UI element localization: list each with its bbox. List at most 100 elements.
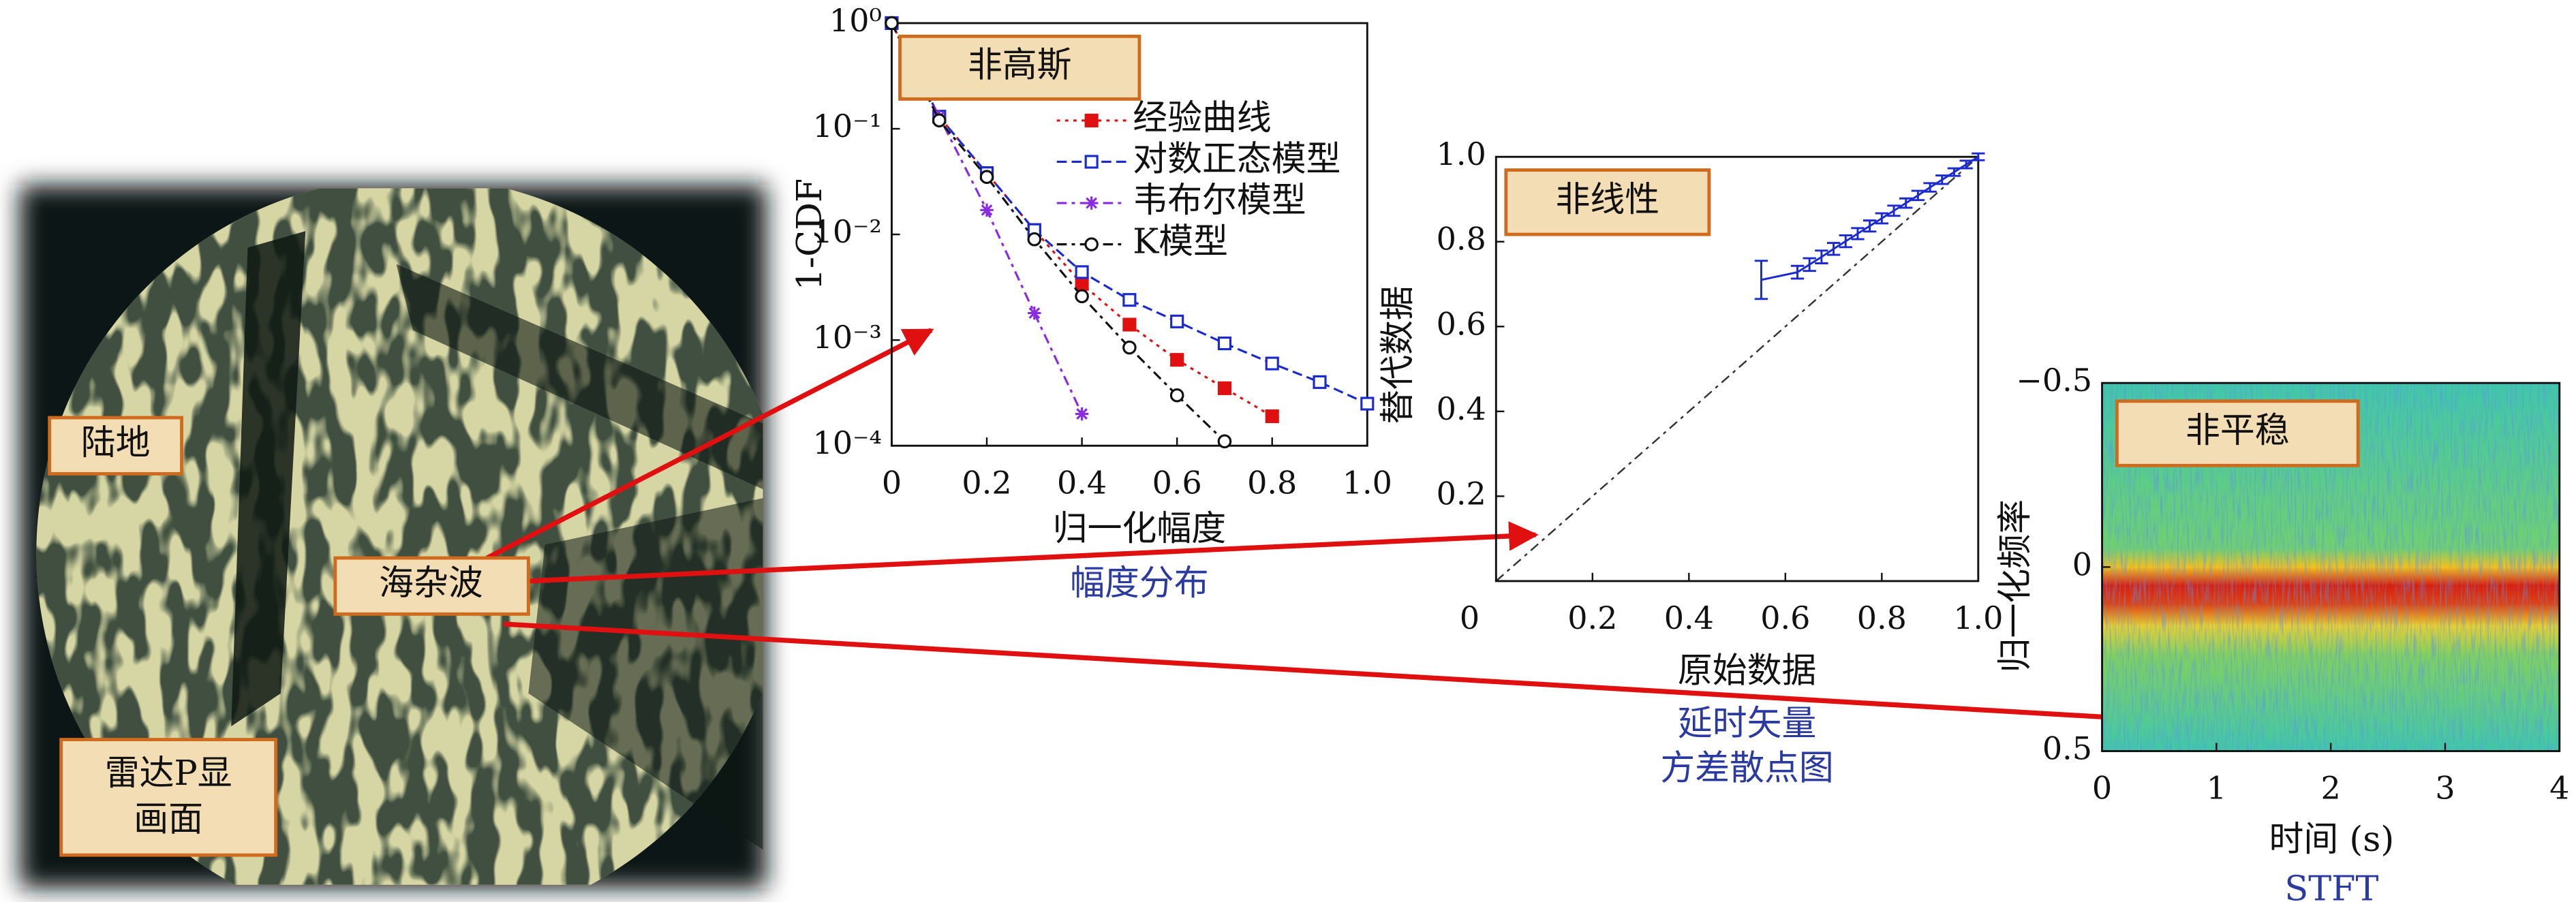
error-bar [1803,257,1816,273]
chart-title: 非线性 [1556,179,1660,219]
x-tick-label: 0.8 [1247,464,1297,501]
x-tick-label: 4 [2549,770,2569,807]
marker [980,203,994,217]
x-tick-label: 0.2 [962,464,1011,501]
legend-label: 经验曲线 [1133,97,1272,138]
x-tick-label: 0.6 [1760,600,1810,636]
marker [1075,277,1089,291]
y-tick-label: 0.4 [1437,390,1486,427]
x-tick-label: 0 [2092,770,2112,807]
y-tick-label: 10⁻⁴ [813,424,882,461]
y-tick-label: 0.2 [1437,475,1486,512]
marker [1122,340,1137,355]
legend-marker [1084,113,1099,127]
marker [885,16,899,31]
marker [1028,306,1041,320]
error-bar [1839,234,1852,249]
y-tick-label: 0.8 [1437,221,1486,258]
marker [1075,265,1089,279]
x-tick-label: 0.4 [1664,600,1714,636]
caption: 方差散点图 [1660,748,1833,788]
error-bar [1959,159,1973,170]
marker [1075,289,1089,304]
y-tick-label: −0.5 [2016,362,2092,399]
error-bar [1899,197,1913,209]
x-tick-label: 0.6 [1152,464,1202,501]
series-line [891,22,1226,442]
chart-title: 非平稳 [2186,410,2290,450]
radar-labels: 陆地 海杂波 雷达P显 画面 [48,416,530,857]
error-bar [1935,174,1949,185]
y-tick-label: 0 [2072,546,2092,582]
error-bar [1754,260,1768,300]
marker [1265,409,1279,424]
error-bar [1911,189,1925,202]
legend-label: K模型 [1133,221,1228,262]
legend-label: 韦布尔模型 [1133,180,1306,220]
x-axis-label: 原始数据 [1678,651,1816,691]
y-tick-label: 10⁻¹ [813,108,882,144]
error-bar [1826,242,1841,256]
marker [979,170,994,185]
x-axis-label: 归一化幅度 [1053,508,1226,548]
error-bar [1947,167,1961,177]
sea-clutter-label: 海杂波 [379,563,483,603]
y-tick-label: 0.5 [2042,730,2092,767]
y-tick-label: 10⁻² [813,213,882,250]
x-axis-label: 时间 (s) [2269,819,2395,859]
caption: 延时矢量 [1678,703,1816,743]
x-tick-label: 3 [2435,770,2455,807]
marker [1217,434,1232,449]
legend-marker [1084,237,1099,251]
y-tick-label: 0.6 [1437,305,1486,342]
x-tick-label: 2 [2321,770,2341,807]
title-box [898,34,1141,101]
error-bar [1790,264,1805,280]
legend-label: 对数正态模型 [1133,138,1340,178]
marker [1075,407,1089,421]
marker [1170,314,1184,328]
caption: STFT [2284,868,2378,902]
marker [1360,396,1375,411]
error-bar [1851,227,1865,240]
display-label: 画面 [134,799,203,839]
marker [1313,375,1327,389]
title-box [1504,168,1711,236]
x-tick-label: 0.8 [1857,600,1907,636]
y-axis-label: 归一化频率 [1995,499,2035,672]
land-label: 陆地 [81,422,151,463]
chart: 0 0.2 0.4 0.6 0.8 1.0 0.2 0.4 0.6 0.8 1.0 原始数据 替代数据延… [1377,136,2004,788]
y-tick-label: 10⁻³ [813,319,882,356]
display-label: 雷达P显 [105,753,232,793]
error-bar [1923,182,1937,193]
marker [1122,293,1137,307]
error-bar [1815,249,1828,264]
chart: 0 0.2 0.4 0.6 0.8 1.0 10⁰ 10⁻¹ 10⁻² 10⁻³ 10⁻⁴ 归一化幅度… [789,2,1392,603]
marker [1027,232,1042,247]
marker [1217,337,1232,351]
marker [1265,356,1279,371]
error-bar [1887,204,1901,217]
marker [1122,317,1137,332]
error-bar [1875,212,1889,225]
marker [932,113,947,128]
caption: 幅度分布 [1070,563,1209,603]
marker [1217,381,1232,395]
arrows [486,328,2183,735]
x-tick-label: 0 [1460,600,1479,636]
x-tick-label: 1.0 [1953,600,2003,636]
marker [1169,388,1184,403]
y-tick-label: 1.0 [1437,136,1486,172]
legend-marker [1084,155,1099,169]
chart-title: 非高斯 [968,44,1072,84]
reference-line [1495,156,1979,582]
title-box [2115,399,2360,467]
y-tick-label: 10⁰ [829,2,882,39]
error-bar [1972,152,1985,161]
x-tick-label: 1 [2207,770,2226,807]
x-tick-label: 1.0 [1343,464,1392,501]
x-tick-label: 0.2 [1567,600,1617,636]
y-axis-label: 1-CDF [789,178,829,291]
x-tick-label: 0.4 [1057,464,1107,501]
